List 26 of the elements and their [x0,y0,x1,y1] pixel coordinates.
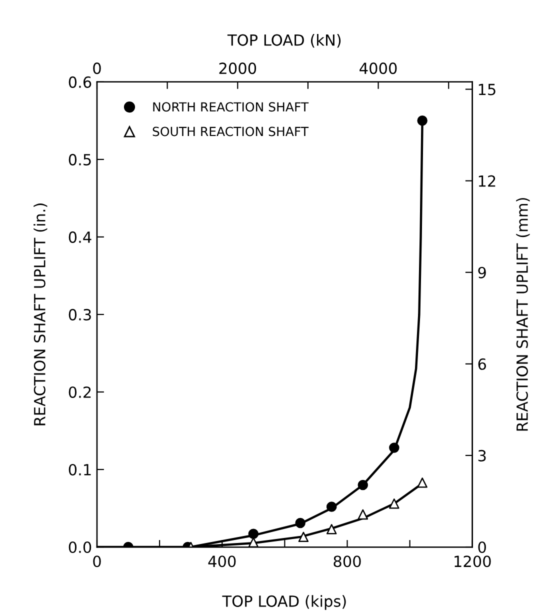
y-tick-label: 0.5 [68,154,91,166]
y-tick-label: 0.2 [68,386,91,398]
x-tick-label: 0 [93,556,101,568]
y-tick-label: 0.3 [68,308,91,320]
legend-label: NORTH REACTION SHAFT [153,102,309,112]
y2-tick-label: 12 [478,175,496,187]
y-tick-label: 0.0 [68,541,92,554]
y-tick-label: 0.4 [68,231,92,243]
x2-tick-label: 0 [93,62,101,74]
y2-axis-title: REACTION SHAFT UPLIFT (mm) [516,198,530,431]
x2-axis-title: TOP LOAD (kN) [227,34,341,48]
y2-tick-label: 0 [478,541,486,554]
legend-label: SOUTH REACTION SHAFT [152,126,309,136]
y2-tick-label: 9 [478,266,486,278]
y-axis-title: REACTION SHAFT UPLIFT (in.) [34,204,48,426]
y-tick-label: 0.6 [68,76,92,88]
y-tick-label: 0.1 [68,464,91,476]
y2-tick-label: 6 [478,358,486,370]
y2-tick-label: 15 [478,84,496,96]
x2-tick-label: 4000 [360,62,397,74]
x-axis-title: TOP LOAD (kips) [222,595,346,610]
x-tick-label: 1200 [454,556,491,568]
x-tick-label: 800 [334,556,361,568]
y2-tick-label: 3 [478,450,486,462]
x-tick-label: 400 [208,556,236,568]
x2-tick-label: 2000 [219,62,256,74]
